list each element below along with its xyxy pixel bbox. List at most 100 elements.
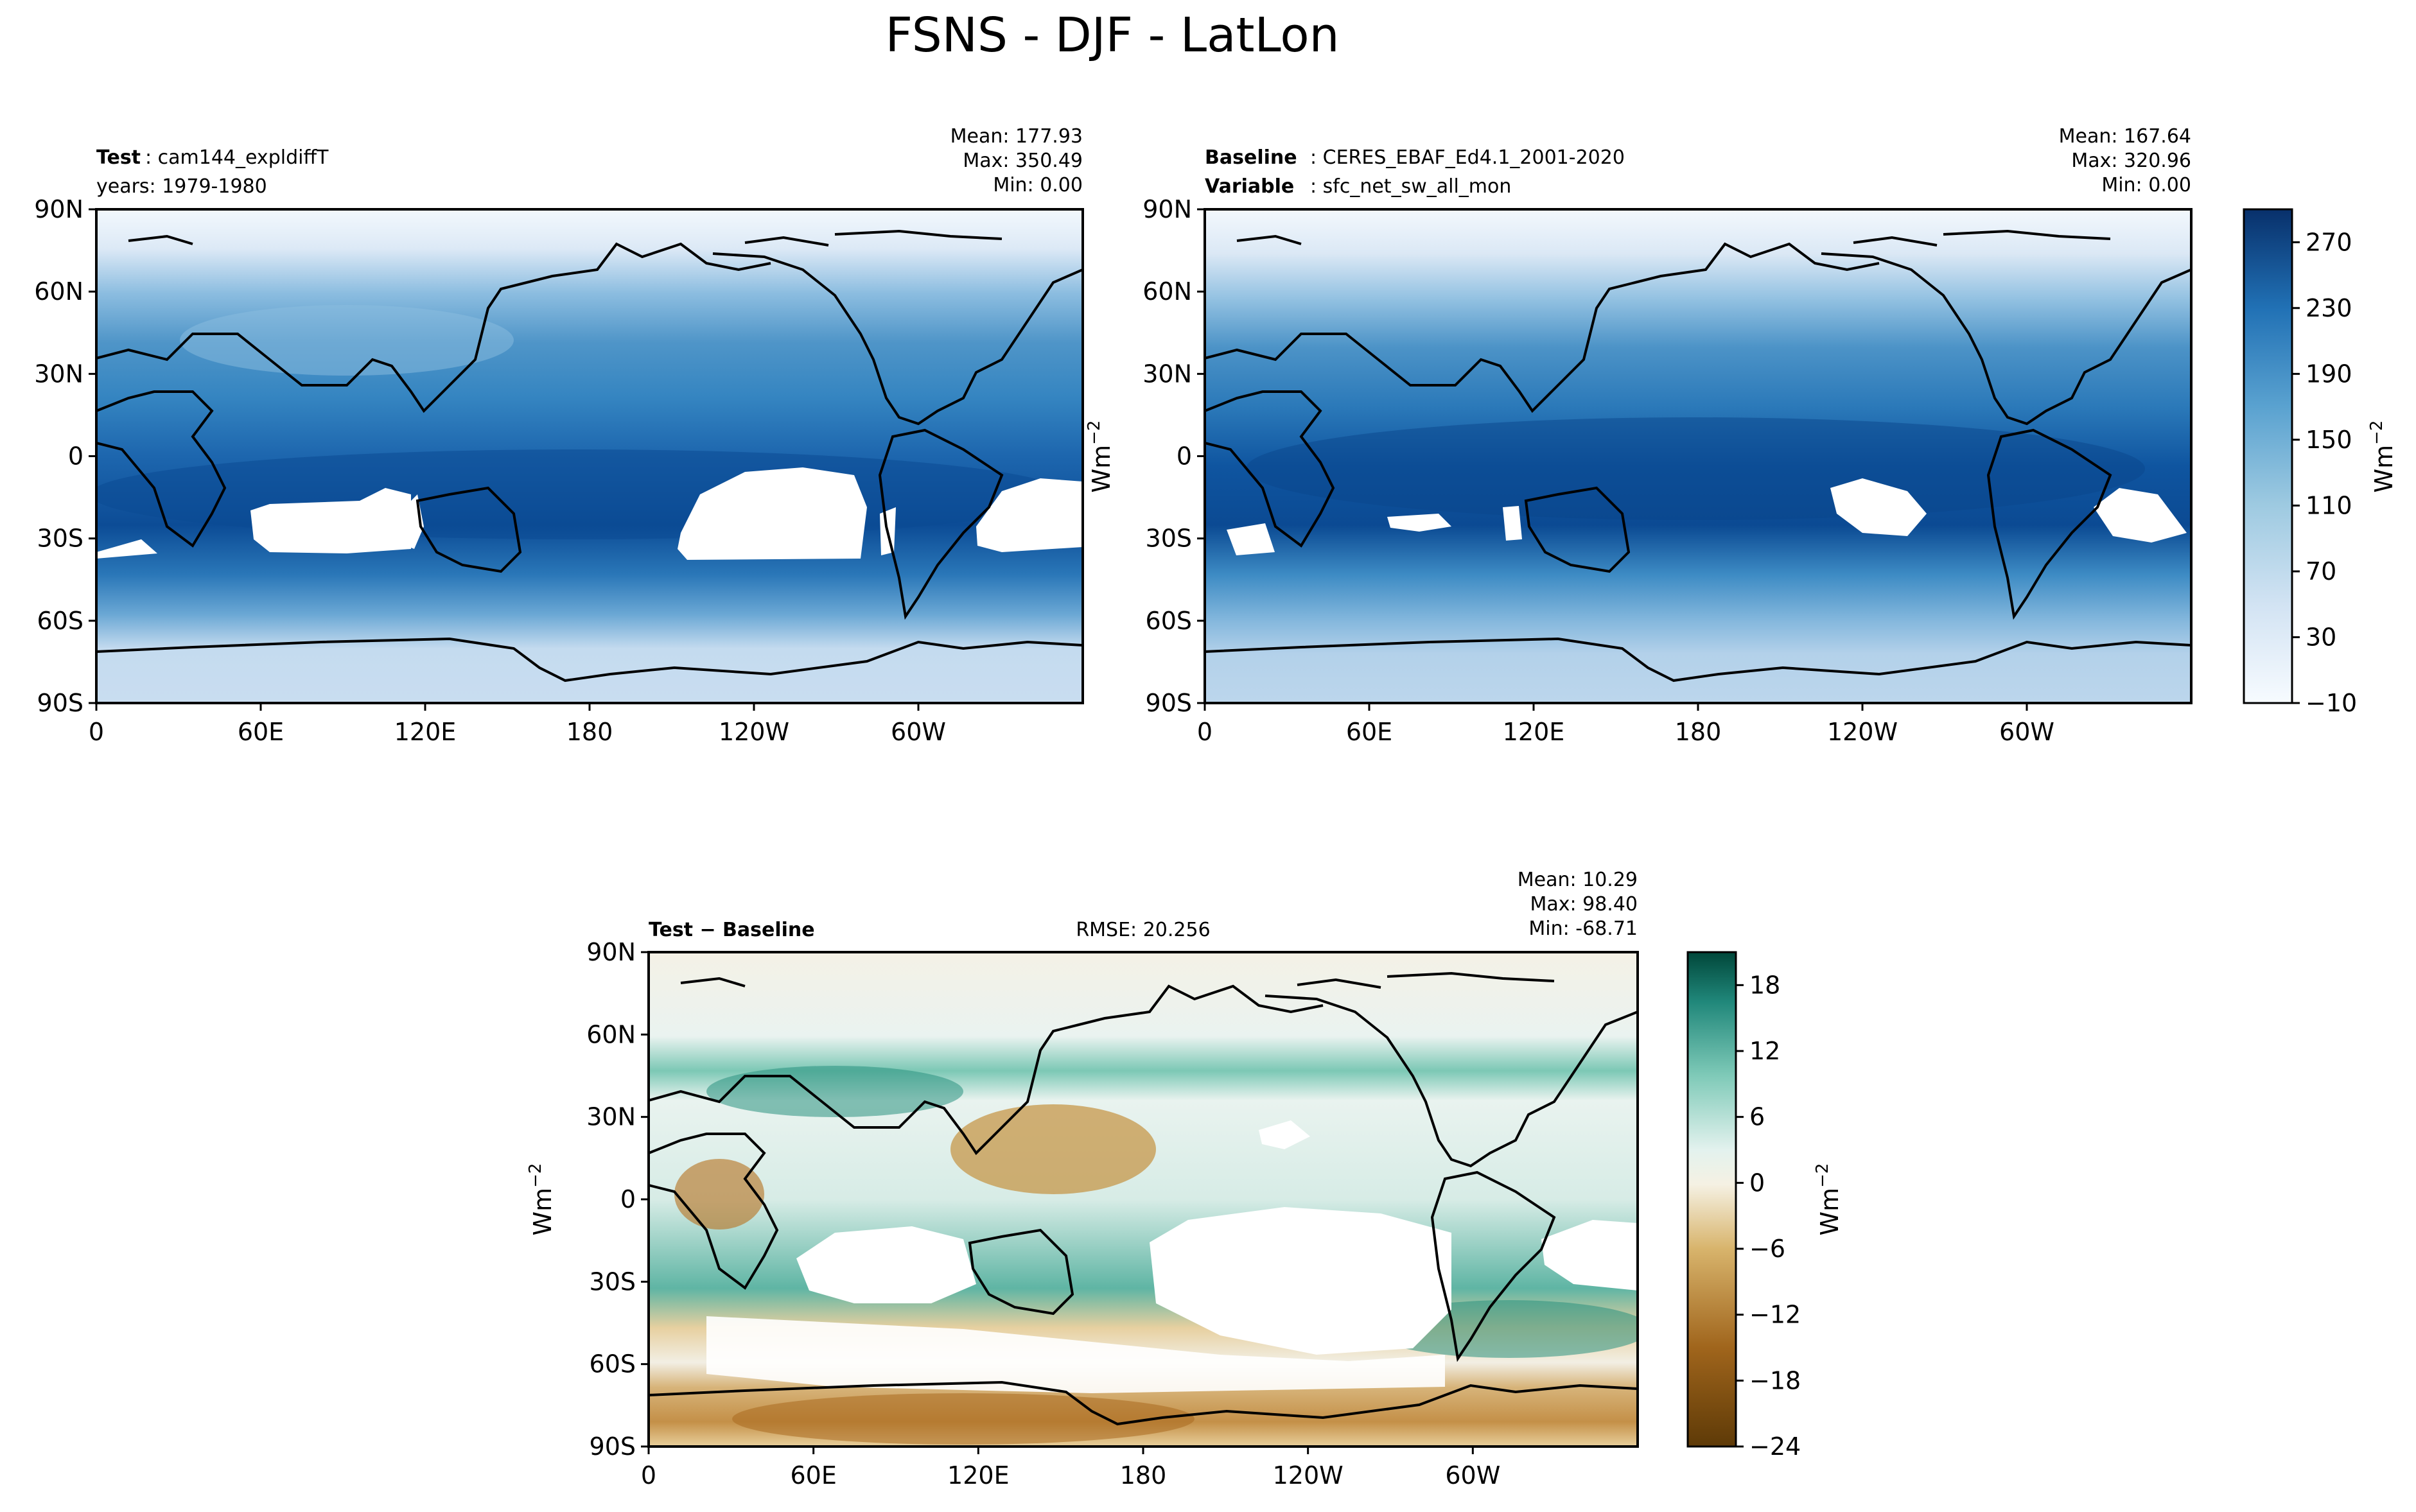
colorbar-baseline-tick-label: 150	[2306, 426, 2352, 454]
panel-test-label-bold: Test	[96, 146, 141, 169]
panel-difference-min: Min: -68.71	[1528, 917, 1638, 940]
panel-test-shade	[180, 305, 514, 376]
colorbar-difference-label: Wm−2	[1813, 1163, 1844, 1236]
panel-difference-coast-south-america	[1430, 1170, 1556, 1362]
panel-difference-coast-north-america	[1265, 995, 1638, 1168]
test-ytick-label: 60N	[34, 277, 83, 306]
panel-difference-mask-pacific	[1150, 1207, 1451, 1355]
difference-ytick-label: 60S	[590, 1350, 636, 1378]
colorbar-difference-tick-label: 0	[1749, 1169, 1765, 1197]
difference-xtick-label: 60W	[1445, 1461, 1500, 1490]
panel-difference-mask-indian	[796, 1226, 976, 1303]
panel-baseline-coast-arctic	[1236, 229, 2111, 247]
difference-xtick-label: 120W	[1273, 1461, 1344, 1490]
baseline-ytick-label: 90N	[1142, 195, 1192, 223]
baseline-ytick-label: 90S	[1146, 689, 1192, 717]
baseline-ytick-label: 30S	[1146, 525, 1192, 553]
test-ytick-label: 90N	[34, 195, 83, 223]
panel-difference-coast-australia	[968, 1228, 1074, 1316]
panel-baseline-coastlines	[1205, 229, 2191, 682]
panel-baseline-map	[1205, 209, 2191, 703]
panel-difference-coast-antarctica	[649, 1380, 1638, 1426]
panel-test-years: years: 1979-1980	[96, 175, 267, 198]
test-xtick-label: 0	[89, 718, 104, 746]
panel-baseline-mask-afr	[1227, 523, 1275, 555]
panel-difference: Test − Baseline RMSE: 20.256 Mean: 10.29…	[586, 869, 1639, 1490]
colorbar-baseline-tick-label: −10	[2306, 689, 2357, 717]
difference-xtick-label: 180	[1120, 1461, 1167, 1490]
colorbar-baseline-tick-label: 70	[2306, 557, 2336, 586]
panel-difference-rmse: RMSE: 20.256	[1076, 919, 1210, 941]
baseline-xtick-label: 60E	[1346, 718, 1392, 746]
test-xtick-label: 120E	[394, 718, 457, 746]
panel-baseline-high-band	[1246, 417, 2145, 520]
panel-baseline-mean: Mean: 167.64	[2059, 125, 2191, 148]
panel-difference-coastlines	[649, 971, 1638, 1426]
panel-test-min: Min: 0.00	[993, 174, 1083, 196]
panel-baseline-variable-bold: Variable	[1205, 175, 1294, 198]
panel-test-ylabel: Wm−2	[1085, 421, 1116, 493]
baseline-xtick-label: 0	[1197, 718, 1212, 746]
colorbar-difference-tick-label: −6	[1749, 1235, 1785, 1263]
panel-test-mask-afr	[96, 539, 157, 559]
panel-difference-green-1	[706, 1066, 963, 1117]
panel-difference-coast-africa-eurasia	[649, 984, 1324, 1290]
colorbar-baseline-tick-label: 270	[2306, 228, 2352, 256]
baseline-ytick-label: 0	[1177, 442, 1192, 471]
panel-baseline-label-bold: Baseline	[1205, 146, 1297, 169]
panel-difference-mask-npac	[1259, 1120, 1310, 1149]
baseline-xtick-label: 180	[1675, 718, 1722, 746]
test-xtick-label: 180	[566, 718, 613, 746]
difference-ytick-label: 90S	[590, 1432, 636, 1461]
panel-difference-mean: Mean: 10.29	[1518, 869, 1638, 891]
baseline-ytick-label: 60N	[1142, 277, 1192, 306]
colorbar-difference-tick-label: 6	[1749, 1103, 1765, 1131]
difference-ytick-label: 30S	[590, 1267, 636, 1296]
panel-baseline-coast-antarctica	[1205, 637, 2191, 682]
panel-baseline-coast-south-america	[1986, 428, 2112, 620]
panel-test-coast-arctic	[128, 229, 1002, 247]
test-xtick-label: 60E	[238, 718, 284, 746]
panel-difference-max: Max: 98.40	[1530, 893, 1638, 916]
panel-test-axes: 0 60E 120E 180 120W 60W 90N 60N 30N 0 30S 60S 90S	[34, 195, 946, 746]
test-xtick-label: 60W	[891, 718, 946, 746]
panel-baseline-mask-indian	[1387, 514, 1451, 532]
colorbar-baseline-tick-label: 190	[2306, 360, 2352, 388]
panel-test-high-band	[96, 449, 1066, 539]
panel-baseline-coast-africa-eurasia	[1205, 242, 1880, 548]
panel-test-max: Max: 350.49	[963, 150, 1083, 172]
panel-difference-mask-atlantic	[1541, 1220, 1638, 1290]
panel-test-mask-pacific	[678, 467, 867, 560]
panel-test-coast-south-america	[878, 428, 1004, 620]
panel-difference-axes: 0 60E 120E 180 120W 60W 90N 60N 30N 0 30S 60S 90S	[586, 938, 1500, 1490]
panel-test-label: : cam144_expldiffT	[145, 146, 329, 169]
baseline-xtick-label: 120E	[1503, 718, 1565, 746]
baseline-xtick-label: 120W	[1827, 718, 1898, 746]
colorbar-baseline-ticks: 270 230 190 150 110 70 30 −10	[2292, 228, 2357, 717]
colorbar-baseline-label: Wm−2	[2367, 421, 2398, 493]
test-ytick-label: 30N	[34, 360, 83, 388]
colorbar-difference-bar	[1686, 951, 1737, 1448]
baseline-ytick-label: 60S	[1146, 607, 1192, 635]
panel-test: Test : cam144_expldiffT years: 1979-1980…	[34, 125, 1084, 746]
panel-test-coastlines	[96, 229, 1083, 682]
panel-baseline: Baseline : CERES_EBAF_Ed4.1_2001-2020 Va…	[1142, 125, 2193, 746]
colorbar-baseline-tick-label: 30	[2306, 623, 2336, 651]
difference-ytick-label: 90N	[586, 938, 636, 966]
panel-test-mean: Mean: 177.93	[950, 125, 1083, 148]
difference-ytick-label: 60N	[586, 1020, 636, 1048]
panel-baseline-variable: : sfc_net_sw_all_mon	[1310, 175, 1511, 198]
panel-baseline-mask-atlantic	[2094, 488, 2187, 543]
panel-baseline-label: : CERES_EBAF_Ed4.1_2001-2020	[1310, 146, 1625, 169]
colorbar-difference-ticks: 18 12 6 0 −6 −12 −18 −24	[1736, 971, 1801, 1461]
test-ytick-label: 30S	[37, 525, 83, 553]
colorbar-baseline-tick-label: 230	[2306, 294, 2352, 322]
figure-title: FSNS - DJF - LatLon	[885, 8, 1339, 63]
difference-xtick-label: 0	[641, 1461, 656, 1490]
test-ytick-label: 0	[68, 442, 83, 471]
difference-xtick-label: 120E	[947, 1461, 1010, 1490]
panel-test-coast-australia	[416, 486, 522, 573]
panel-baseline-axes: 0 60E 120E 180 120W 60W 90N 60N 30N 0 30S 60S 90S	[1142, 195, 2054, 746]
panel-test-mask-atlantic	[976, 478, 1083, 552]
